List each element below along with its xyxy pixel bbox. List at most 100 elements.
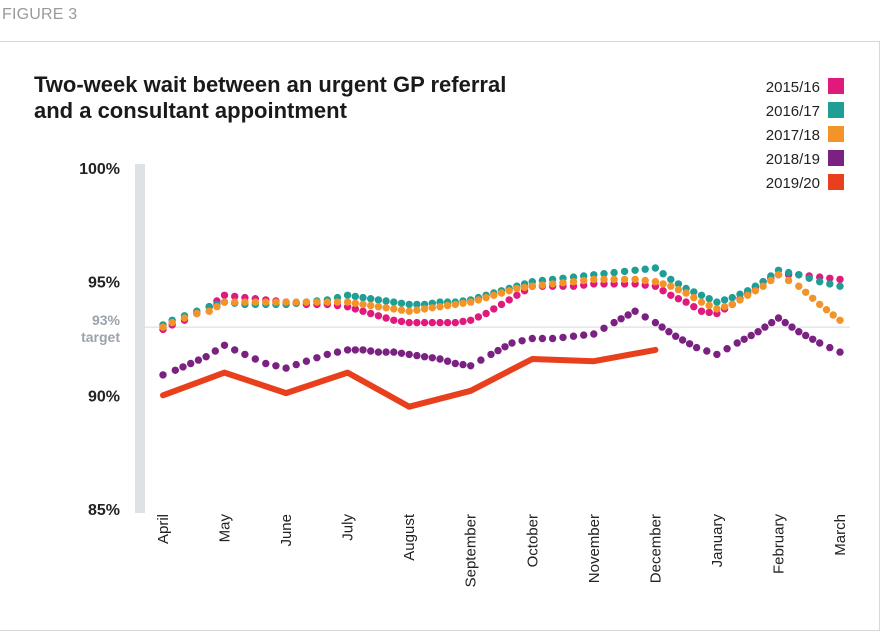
series-dot (231, 298, 239, 306)
series-dot (767, 276, 775, 285)
y-axis: 100% 95% 90% 85% (79, 161, 120, 519)
series-dot (251, 298, 259, 306)
series-dot (720, 296, 729, 304)
series-dot (241, 350, 249, 359)
series-dot (703, 347, 711, 355)
series-dot (600, 270, 608, 278)
series-dot (367, 347, 375, 355)
series-dot (390, 298, 398, 306)
series-dot (697, 291, 706, 299)
x-tick-label: September (463, 514, 480, 587)
x-tick-label: November (586, 514, 603, 583)
series-dot (467, 362, 475, 370)
series-dot (665, 328, 673, 336)
y-tick-label: 95% (88, 275, 120, 292)
series-dot (292, 360, 300, 369)
series-dot (367, 295, 375, 303)
series-dot (428, 318, 436, 327)
legend-label: 2015/16 (766, 79, 820, 96)
series-dot (559, 333, 567, 342)
series-dot (474, 313, 483, 321)
series-dot (343, 298, 352, 306)
series-dot (367, 301, 375, 310)
series-dot (528, 334, 536, 343)
series-dot (282, 298, 290, 306)
series-dot (590, 330, 598, 338)
series-dot (768, 318, 776, 327)
series-dot (774, 271, 783, 279)
series-dot (610, 275, 618, 284)
series-dot (528, 282, 536, 290)
series-dot (692, 343, 701, 352)
series-dot (359, 300, 367, 309)
series-dot (487, 350, 495, 359)
series-dot (397, 317, 406, 326)
series-dot (580, 331, 588, 339)
series-dot (610, 318, 618, 327)
series-dot (367, 309, 375, 318)
series-dot (459, 317, 467, 326)
series-dot (390, 305, 398, 313)
series-dot (538, 334, 547, 343)
series-dot (658, 323, 666, 331)
series-dot (413, 306, 421, 314)
series-dot (474, 296, 483, 304)
series-dot (351, 292, 359, 301)
series-dot (829, 311, 837, 319)
series-dot (685, 340, 694, 348)
series-dot (490, 291, 498, 299)
series-dot (282, 364, 290, 372)
series-dot (674, 280, 683, 288)
series-dot (490, 305, 498, 313)
series-dot (262, 359, 270, 368)
series-dot (678, 336, 687, 344)
series-dot (705, 308, 713, 317)
series-dot (187, 359, 195, 368)
series-dot (428, 354, 436, 362)
series-dot (397, 306, 406, 314)
series-dot (826, 343, 834, 352)
series-dot (313, 298, 321, 306)
series-dot (740, 335, 748, 343)
series-dot (323, 350, 331, 359)
series-dot (580, 276, 588, 285)
series-dot (202, 353, 210, 361)
chart-title: Two-week wait between an urgent GP refer… (34, 72, 594, 124)
x-tick-label: March (832, 514, 849, 556)
series-dot (459, 299, 467, 307)
series-dot (705, 295, 713, 303)
series-layer (159, 264, 844, 410)
series-dot (501, 343, 509, 351)
series-dot (690, 303, 698, 311)
x-tick-label: April (155, 514, 172, 544)
target-text-label: target (81, 329, 120, 345)
series-dot (513, 284, 521, 293)
series-dot (518, 337, 526, 345)
series-dot (836, 275, 844, 284)
series-dot (624, 311, 632, 319)
series-dot (569, 332, 578, 340)
series-dot (451, 359, 459, 368)
series-dot (548, 280, 557, 288)
series-dot (733, 339, 741, 347)
series-dot (816, 339, 824, 347)
series-dot (359, 293, 367, 302)
series-dot (505, 287, 513, 295)
series-dot (788, 323, 796, 331)
x-axis: April May June July August September October No… (155, 513, 849, 587)
x-tick-label: January (709, 514, 726, 568)
series-dot (251, 355, 259, 363)
series-dot (428, 304, 436, 312)
series-dot (697, 307, 706, 315)
series-dot (795, 282, 803, 290)
series-dot (494, 346, 502, 355)
series-dot (641, 276, 649, 285)
x-tick-label: July (340, 514, 357, 541)
series-dot (359, 346, 367, 354)
series-dot (179, 363, 187, 371)
series-dot (631, 266, 639, 274)
series-dot (168, 318, 176, 327)
series-dot (405, 300, 413, 309)
series-dot (443, 301, 452, 310)
